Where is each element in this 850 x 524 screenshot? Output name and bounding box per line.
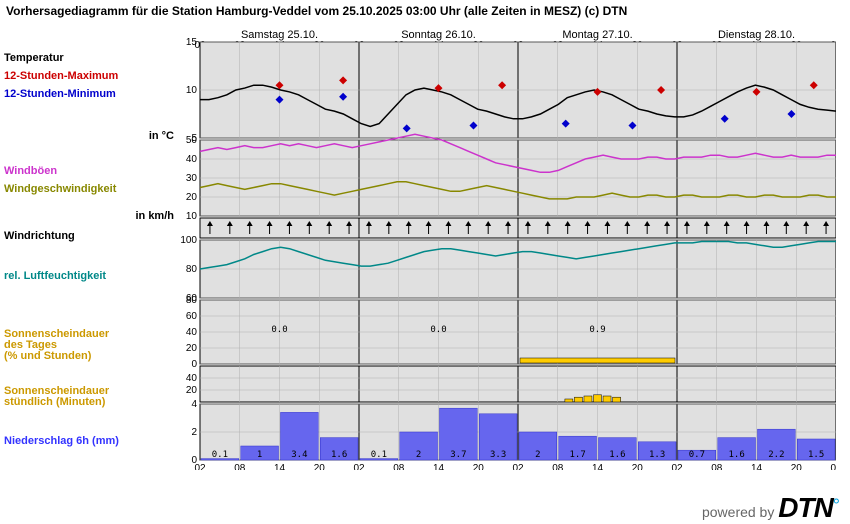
svg-text:100: 100 — [180, 235, 197, 246]
label-sonne-tag3: (% und Stunden) — [4, 350, 91, 362]
label-temperatur: Temperatur — [4, 52, 64, 64]
label-min: 12-Stunden-Minimum — [4, 88, 116, 100]
svg-text:20: 20 — [632, 463, 644, 470]
svg-text:1.6: 1.6 — [728, 450, 744, 460]
footer: powered by DTN° — [702, 492, 840, 524]
svg-text:0: 0 — [191, 359, 197, 370]
label-windricht: Windrichtung — [4, 230, 75, 242]
svg-text:02: 02 — [830, 463, 836, 470]
svg-text:0.1: 0.1 — [371, 450, 387, 460]
svg-text:0.0: 0.0 — [430, 325, 446, 335]
svg-text:1: 1 — [257, 450, 262, 460]
svg-text:02: 02 — [671, 463, 683, 470]
svg-text:20: 20 — [791, 463, 803, 470]
svg-text:08: 08 — [552, 463, 564, 470]
label-nieder: Niederschlag 6h (mm) — [4, 435, 119, 447]
svg-text:08: 08 — [393, 463, 405, 470]
label-temp-unit: in °C — [149, 130, 174, 142]
left-labels: Temperatur 12-Stunden-Maximum 12-Stunden… — [4, 30, 179, 470]
label-wind-unit: in km/h — [135, 210, 174, 222]
label-relluft: rel. Luftfeuchtigkeit — [4, 270, 106, 282]
svg-text:0.7: 0.7 — [689, 450, 705, 460]
svg-text:50: 50 — [186, 135, 198, 146]
svg-text:3.3: 3.3 — [490, 450, 506, 460]
svg-text:10: 10 — [186, 85, 198, 96]
svg-text:1.6: 1.6 — [609, 450, 625, 460]
svg-text:20: 20 — [186, 343, 198, 354]
svg-text:15: 15 — [186, 37, 198, 48]
powered-by-text: powered by — [702, 504, 774, 520]
svg-text:02: 02 — [353, 463, 365, 470]
svg-text:30: 30 — [186, 173, 198, 184]
svg-text:60: 60 — [186, 311, 198, 322]
svg-text:1.3: 1.3 — [649, 450, 665, 460]
label-sonne-st2: stündlich (Minuten) — [4, 396, 105, 408]
svg-text:1.7: 1.7 — [569, 450, 585, 460]
svg-text:0.9: 0.9 — [589, 325, 605, 335]
svg-text:1.5: 1.5 — [808, 450, 824, 460]
svg-text:0.0: 0.0 — [271, 325, 287, 335]
svg-text:14: 14 — [592, 463, 604, 470]
label-max: 12-Stunden-Maximum — [4, 70, 118, 82]
svg-text:40: 40 — [186, 154, 198, 165]
label-windboen: Windböen — [4, 165, 57, 177]
dtn-logo: DTN — [778, 492, 833, 523]
svg-text:08: 08 — [711, 463, 723, 470]
chart-panels: Samstag 25.10.Sonntag 26.10.Montag 27.10… — [180, 30, 836, 470]
svg-text:2: 2 — [535, 450, 540, 460]
svg-text:14: 14 — [274, 463, 286, 470]
label-windgeschw: Windgeschwindigkeit — [4, 183, 116, 195]
svg-text:1.6: 1.6 — [331, 450, 347, 460]
svg-text:2: 2 — [416, 450, 421, 460]
svg-text:08: 08 — [234, 463, 246, 470]
svg-text:3.4: 3.4 — [291, 450, 307, 460]
svg-text:40: 40 — [186, 373, 198, 384]
svg-text:20: 20 — [186, 385, 198, 396]
svg-text:2.2: 2.2 — [768, 450, 784, 460]
svg-text:02: 02 — [512, 463, 524, 470]
svg-text:14: 14 — [433, 463, 445, 470]
svg-text:0.1: 0.1 — [212, 450, 228, 460]
svg-text:02: 02 — [194, 463, 206, 470]
chart-title: Vorhersagediagramm für die Station Hambu… — [0, 0, 850, 22]
svg-text:4: 4 — [191, 399, 197, 410]
svg-text:80: 80 — [186, 264, 198, 275]
svg-text:80: 80 — [186, 295, 198, 306]
svg-text:3.7: 3.7 — [450, 450, 466, 460]
svg-text:40: 40 — [186, 327, 198, 338]
svg-text:2: 2 — [191, 427, 197, 438]
svg-text:20: 20 — [186, 192, 198, 203]
svg-text:20: 20 — [314, 463, 326, 470]
svg-text:20: 20 — [473, 463, 485, 470]
svg-text:14: 14 — [751, 463, 763, 470]
svg-text:10: 10 — [186, 211, 198, 222]
